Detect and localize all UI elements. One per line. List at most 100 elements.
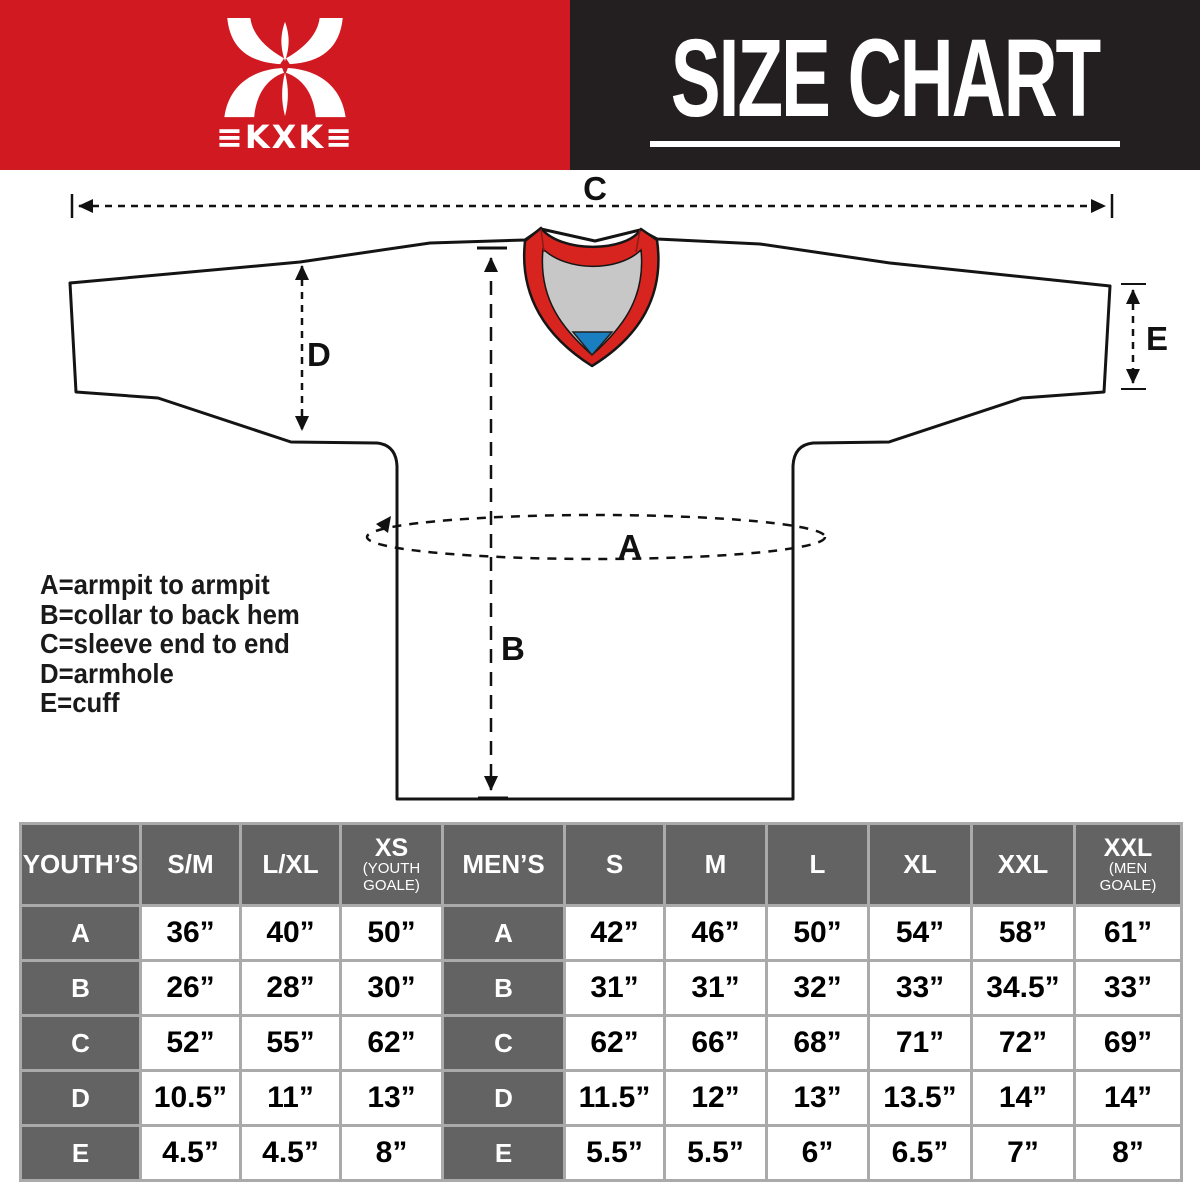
legend-line: B=collar to back hem bbox=[40, 598, 300, 630]
column-header: S/M bbox=[139, 822, 242, 907]
size-value: 50” bbox=[339, 904, 444, 962]
page-title: SIZE CHART bbox=[670, 16, 1101, 140]
size-value: 11.5” bbox=[563, 1069, 666, 1127]
row-label: D bbox=[19, 1069, 142, 1127]
size-value: 6.5” bbox=[867, 1124, 973, 1182]
row-label: B bbox=[19, 959, 142, 1017]
size-value: 4.5” bbox=[139, 1124, 242, 1182]
size-value: 13.5” bbox=[867, 1069, 973, 1127]
size-value: 4.5” bbox=[239, 1124, 342, 1182]
legend-line: E=cuff bbox=[40, 687, 120, 718]
column-header-size: XXL bbox=[1103, 833, 1153, 862]
measure-e-label: E bbox=[1146, 320, 1168, 357]
size-value: 34.5” bbox=[970, 959, 1076, 1017]
size-value: 26” bbox=[139, 959, 242, 1017]
column-header: XL bbox=[867, 822, 973, 907]
size-value: 13” bbox=[339, 1069, 444, 1127]
brand-wordmark: ≡KXK≡ bbox=[216, 118, 354, 156]
column-header: M bbox=[663, 822, 768, 907]
size-value: 6” bbox=[765, 1124, 870, 1182]
table-row: D 10.5” 11” 13” D 11.5” 12” 13” 13.5” 14… bbox=[19, 1069, 1183, 1127]
size-value: 5.5” bbox=[663, 1124, 768, 1182]
column-header-men-goalie: XXL (MEN GOALE) bbox=[1073, 822, 1183, 907]
size-value: 52” bbox=[139, 1014, 242, 1072]
collar-seam-left bbox=[540, 228, 545, 253]
size-value: 33” bbox=[1073, 959, 1183, 1017]
size-value: 61” bbox=[1073, 904, 1183, 962]
measurement-legend: A=armpit to armpit B=collar to back hem … bbox=[40, 570, 300, 718]
youth-group-header: YOUTH’S bbox=[19, 822, 142, 907]
size-value: 55” bbox=[239, 1014, 342, 1072]
size-value: 58” bbox=[970, 904, 1076, 962]
column-header-note: (MEN GOALE) bbox=[1099, 859, 1157, 894]
size-value: 14” bbox=[970, 1069, 1076, 1127]
column-header-note: (YOUTH GOALE) bbox=[362, 859, 421, 894]
size-value: 8” bbox=[1073, 1124, 1183, 1182]
size-value: 30” bbox=[339, 959, 444, 1017]
column-header: L bbox=[765, 822, 870, 907]
size-value: 28” bbox=[239, 959, 342, 1017]
table-row: B 26” 28” 30” B 31” 31” 32” 33” 34.5” 33… bbox=[19, 959, 1183, 1017]
row-label: B bbox=[441, 959, 566, 1017]
size-value: 68” bbox=[765, 1014, 870, 1072]
measure-d-label: D bbox=[307, 336, 331, 373]
size-value: 12” bbox=[663, 1069, 768, 1127]
size-value: 72” bbox=[970, 1014, 1076, 1072]
size-value: 40” bbox=[239, 904, 342, 962]
table-row: E 4.5” 4.5” 8” E 5.5” 5.5” 6” 6.5” 7” 8” bbox=[19, 1124, 1183, 1182]
size-value: 36” bbox=[139, 904, 242, 962]
size-value: 50” bbox=[765, 904, 870, 962]
size-value: 5.5” bbox=[563, 1124, 666, 1182]
size-value: 31” bbox=[563, 959, 666, 1017]
size-value: 13” bbox=[765, 1069, 870, 1127]
row-label: E bbox=[19, 1124, 142, 1182]
size-value: 11” bbox=[239, 1069, 342, 1127]
size-value: 7” bbox=[970, 1124, 1076, 1182]
table-row: A 36” 40” 50” A 42” 46” 50” 54” 58” 61” bbox=[19, 904, 1183, 962]
legend-line: D=armhole bbox=[40, 657, 174, 689]
column-header: L/XL bbox=[239, 822, 342, 907]
row-label: E bbox=[441, 1124, 566, 1182]
size-value: 10.5” bbox=[139, 1069, 242, 1127]
size-value: 69” bbox=[1073, 1014, 1183, 1072]
collar-seam-right bbox=[635, 229, 641, 253]
collar-inner bbox=[541, 247, 643, 357]
row-label: C bbox=[19, 1014, 142, 1072]
jersey-measurement-diagram: C D E B A bbox=[68, 170, 1168, 801]
size-value: 42” bbox=[563, 904, 666, 962]
brand-panel: ≡KXK≡ bbox=[0, 0, 570, 170]
column-header: XXL bbox=[970, 822, 1076, 907]
size-value: 14” bbox=[1073, 1069, 1183, 1127]
table-header-row: YOUTH’S S/M L/XL XS (YOUTH GOALE) MEN’S … bbox=[19, 822, 1183, 907]
measure-c-label: C bbox=[583, 170, 607, 207]
men-group-header: MEN’S bbox=[441, 822, 566, 907]
size-value: 54” bbox=[867, 904, 973, 962]
measure-b-label: B bbox=[501, 630, 525, 667]
kxk-logo-icon bbox=[224, 17, 346, 118]
row-label: D bbox=[441, 1069, 566, 1127]
size-value: 32” bbox=[765, 959, 870, 1017]
size-value: 33” bbox=[867, 959, 973, 1017]
measure-a-ellipse bbox=[365, 513, 827, 561]
column-header-youth-goalie: XS (YOUTH GOALE) bbox=[339, 822, 444, 907]
measure-a-label: A bbox=[618, 528, 642, 565]
legend-line: A=armpit to armpit bbox=[40, 569, 270, 600]
size-value: 46” bbox=[663, 904, 768, 962]
column-header: S bbox=[563, 822, 666, 907]
legend-line: C=sleeve end to end bbox=[40, 628, 290, 659]
size-value: 66” bbox=[663, 1014, 768, 1072]
title-underline bbox=[650, 140, 1120, 147]
row-label: A bbox=[441, 904, 566, 962]
size-value: 62” bbox=[339, 1014, 444, 1072]
size-value: 31” bbox=[663, 959, 768, 1017]
column-header-size: XS bbox=[374, 833, 409, 862]
row-label: C bbox=[441, 1014, 566, 1072]
size-value: 62” bbox=[563, 1014, 666, 1072]
size-value: 71” bbox=[867, 1014, 973, 1072]
size-table: YOUTH’S S/M L/XL XS (YOUTH GOALE) MEN’S … bbox=[19, 822, 1183, 1182]
row-label: A bbox=[19, 904, 142, 962]
header: ≡KXK≡ SIZE CHART bbox=[0, 0, 1200, 170]
size-value: 8” bbox=[339, 1124, 444, 1182]
collar-lace-patch bbox=[571, 331, 614, 357]
